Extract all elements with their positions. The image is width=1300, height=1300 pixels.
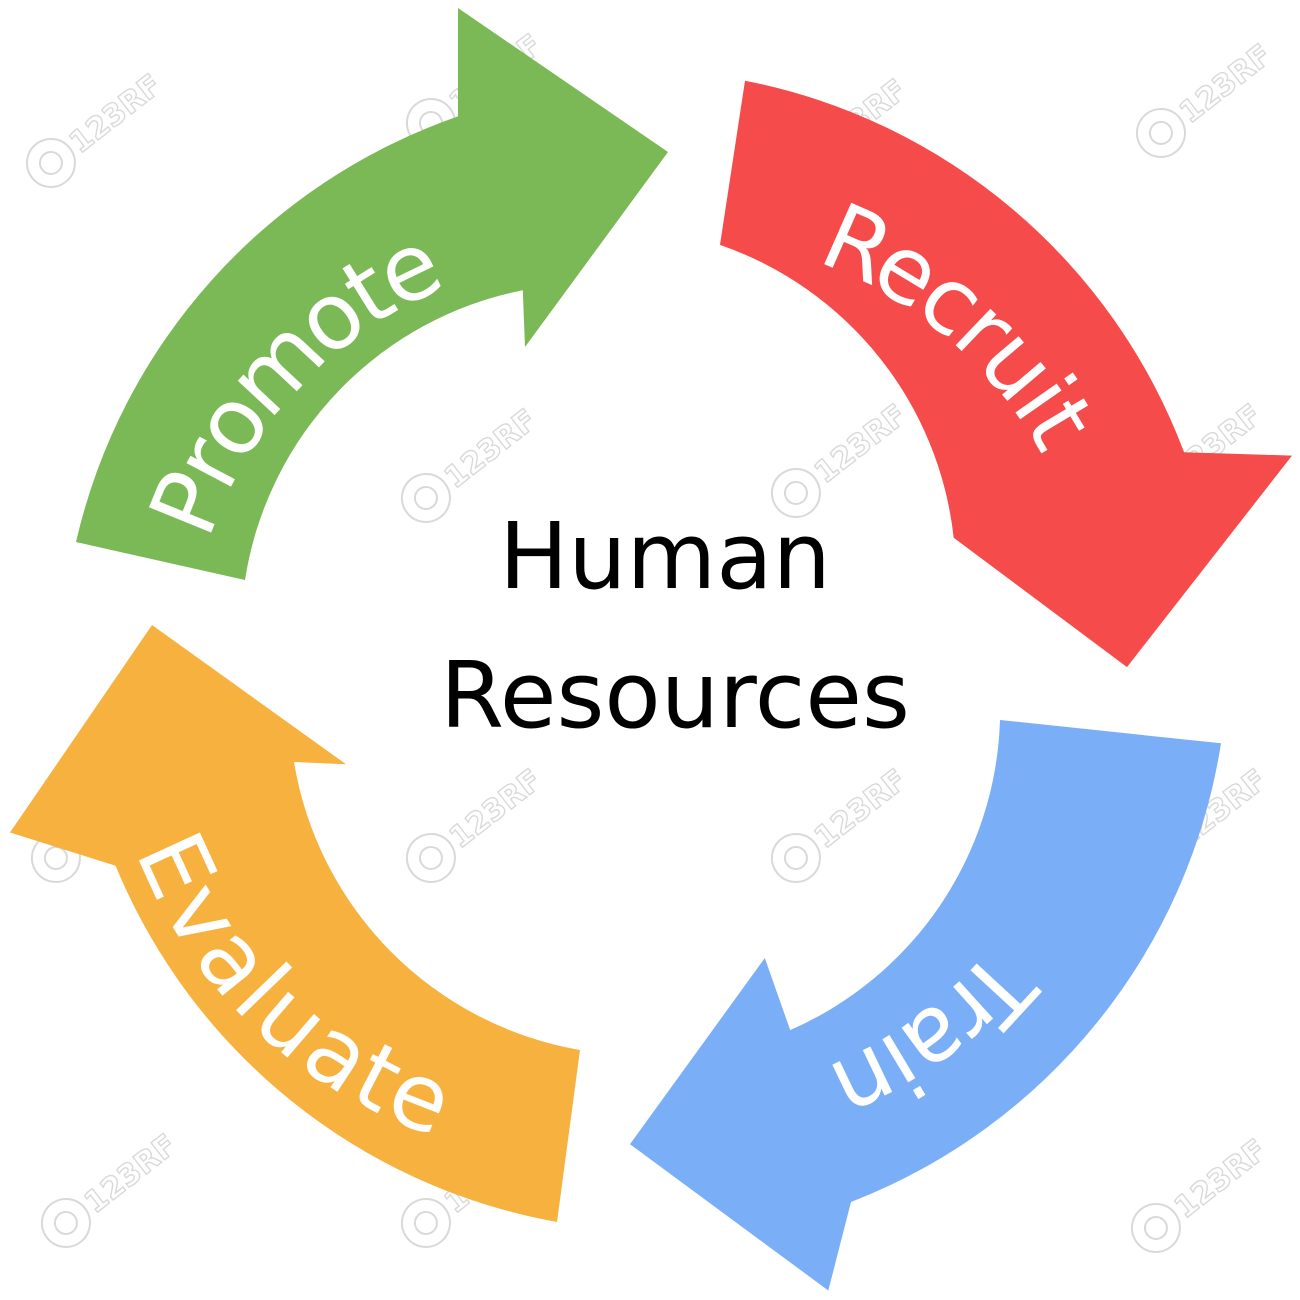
watermark-text: 123RF [78, 1128, 183, 1221]
promote-arrow [76, 8, 668, 580]
center-title-line-2: Resources [440, 642, 910, 749]
watermark-mark: 123RF [396, 762, 549, 893]
watermark-mark: 123RF [31, 1127, 184, 1258]
watermark-text: 123RF [63, 68, 168, 161]
watermark-mark: 123RF [16, 67, 169, 198]
watermark-text: 123RF [808, 398, 913, 491]
watermark-text: 123RF [1168, 1133, 1273, 1226]
watermark-text: 123RF [1173, 38, 1278, 131]
train-arrow [630, 720, 1221, 1291]
center-title-line-1: Human [499, 503, 831, 610]
watermark-mark: 123RF [1126, 37, 1279, 168]
watermark-mark: 123RF [761, 762, 914, 893]
recruit-arrow [720, 80, 1292, 668]
watermark-text: 123RF [443, 763, 548, 856]
watermark-text: 123RF [438, 403, 543, 496]
watermark-mark: 123RF [1121, 1132, 1274, 1263]
watermark-text: 123RF [808, 763, 913, 856]
evaluate-arrow [10, 625, 580, 1222]
